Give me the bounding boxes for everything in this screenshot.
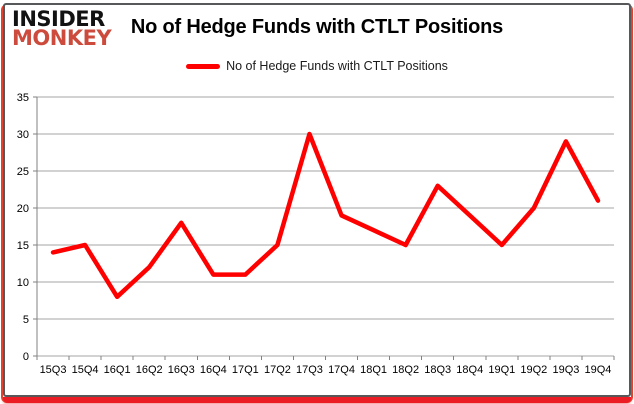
svg-text:18Q1: 18Q1 [360, 364, 387, 376]
svg-text:17Q1: 17Q1 [232, 364, 259, 376]
svg-text:0: 0 [23, 351, 29, 363]
svg-text:30: 30 [17, 129, 29, 141]
logo-insider-text: INSIDER [12, 7, 105, 31]
svg-text:25: 25 [17, 166, 29, 178]
svg-text:19Q4: 19Q4 [585, 364, 612, 376]
svg-text:17Q2: 17Q2 [264, 364, 291, 376]
svg-text:19Q1: 19Q1 [488, 364, 515, 376]
legend-label: No of Hedge Funds with CTLT Positions [226, 59, 448, 73]
insider-monkey-logo: INSIDER MONKEY [12, 7, 112, 51]
svg-text:15Q3: 15Q3 [40, 364, 67, 376]
svg-text:18Q2: 18Q2 [392, 364, 419, 376]
svg-text:15Q4: 15Q4 [72, 364, 99, 376]
svg-text:5: 5 [23, 314, 29, 326]
svg-text:19Q3: 19Q3 [552, 364, 579, 376]
svg-text:18Q4: 18Q4 [456, 364, 483, 376]
svg-text:15: 15 [17, 240, 29, 252]
svg-text:16Q4: 16Q4 [200, 364, 227, 376]
svg-text:16Q2: 16Q2 [136, 364, 163, 376]
svg-text:35: 35 [17, 92, 29, 104]
red-bottom-bar [3, 397, 631, 403]
chart-title: No of Hedge Funds with CTLT Positions [130, 16, 504, 38]
chart-card [3, 3, 631, 397]
svg-text:19Q2: 19Q2 [520, 364, 547, 376]
chart-legend: No of Hedge Funds with CTLT Positions [0, 59, 634, 73]
svg-text:17Q4: 17Q4 [328, 364, 355, 376]
line-chart: 0 5 10 15 20 25 30 35 15Q3 15Q4 16Q1 16Q2 16Q3 16Q4 17… [17, 92, 615, 376]
svg-text:10: 10 [17, 277, 29, 289]
legend-line-swatch-icon [186, 63, 221, 69]
svg-text:20: 20 [17, 203, 29, 215]
logo-monkey-text: MONKEY [12, 26, 112, 51]
svg-text:16Q3: 16Q3 [168, 364, 195, 376]
svg-text:16Q1: 16Q1 [104, 364, 131, 376]
svg-text:18Q3: 18Q3 [424, 364, 451, 376]
svg-text:17Q3: 17Q3 [296, 364, 323, 376]
